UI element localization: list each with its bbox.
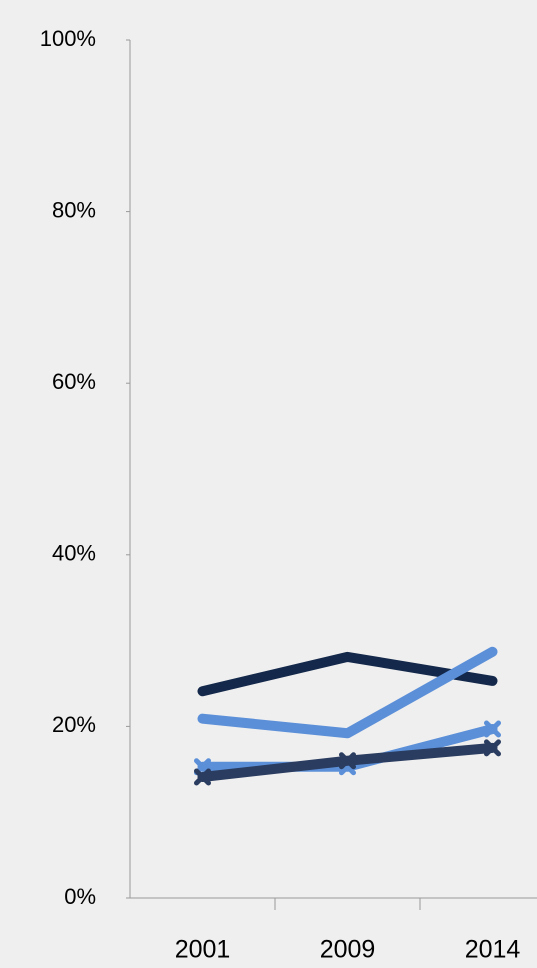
page: 0%20%40%60%80%100%200120092014 (() => { … xyxy=(0,0,537,968)
background xyxy=(0,0,537,968)
x-tick-label: 2009 xyxy=(320,936,376,964)
x-tick-label: 2001 xyxy=(175,936,231,964)
y-tick-label: 0% xyxy=(64,884,96,909)
y-tick-label: 100% xyxy=(40,26,96,51)
y-tick-label: 80% xyxy=(52,197,96,222)
y-tick-label: 60% xyxy=(52,369,96,394)
chart: 0% 20% 40% 60% 80% 100% 2001 2009 2014 xyxy=(0,0,537,968)
y-tick-label: 20% xyxy=(52,712,96,737)
x-tick-label: 2014 xyxy=(465,936,521,964)
y-tick-label: 40% xyxy=(52,541,96,566)
